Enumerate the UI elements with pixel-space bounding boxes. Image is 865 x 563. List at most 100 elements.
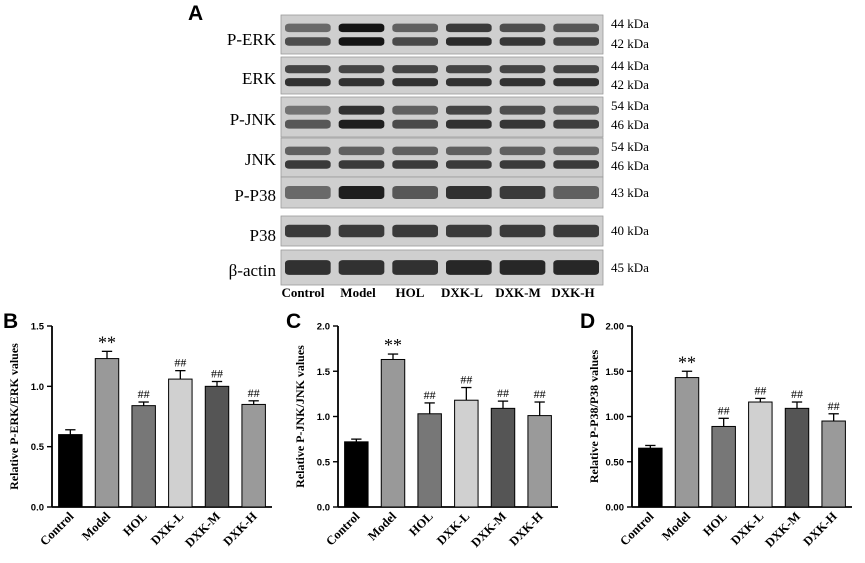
bar-dxk-m — [490, 407, 516, 508]
blot-band — [499, 160, 546, 169]
significance-dxk-m: ## — [211, 367, 223, 381]
category-label-dxk-l: DXK-L — [148, 509, 186, 547]
category-label-hol: HOL — [700, 509, 730, 539]
blot-band — [446, 65, 492, 74]
kda-label: 42 kDa — [611, 77, 649, 92]
blot-band — [285, 260, 331, 275]
bar-dxk-l — [748, 401, 773, 508]
category-label-dxk-h: DXK-H — [800, 509, 840, 549]
blot-band — [499, 105, 546, 115]
error-bar-hol — [138, 401, 149, 406]
blot-band — [285, 65, 331, 74]
blot-band — [285, 185, 331, 200]
blot-band — [338, 160, 385, 169]
blot-band — [553, 146, 599, 156]
blot-band — [553, 105, 599, 115]
blot-row-p-jnk: P-JNK 54 kDa 46 kDa — [230, 96, 649, 138]
blot-band — [392, 146, 438, 156]
y-axis-title: Relative P-P38/P38 values — [587, 350, 601, 484]
y-axis-title: Relative P-JNK/JNK values — [293, 345, 307, 488]
kda-label: 54 kDa — [611, 98, 649, 113]
category-label-model: Model — [659, 509, 693, 543]
blot-band — [285, 23, 331, 33]
category-label-control: Control — [37, 509, 77, 549]
blot-band — [499, 65, 546, 74]
y-tick-label: 1.00 — [606, 412, 625, 423]
significance-dxk-h: ## — [248, 386, 260, 400]
y-axis-title: Relative P-ERK/ERK values — [7, 343, 21, 490]
y-tick-label: 0.5 — [31, 442, 45, 453]
error-bar-control — [65, 429, 76, 435]
bar-hol — [417, 413, 442, 508]
error-bar-model — [101, 350, 113, 359]
category-label-dxk-m: DXK-M — [762, 509, 803, 550]
bar-control — [58, 434, 83, 508]
y-tick-label: 1.0 — [317, 412, 330, 423]
blot-membrane — [280, 215, 604, 247]
blot-membrane — [280, 137, 604, 178]
blot-band — [392, 105, 438, 115]
western-blot-panel: A P-ERK 44 kDa 42 kDa ERK 44 kDa 42 kDa P-JNK 54… — [188, 2, 649, 300]
blot-band — [499, 119, 546, 129]
blot-membrane — [280, 249, 604, 286]
blot-label-jnk: JNK — [245, 150, 277, 169]
blot-membrane — [280, 96, 604, 138]
blot-band — [338, 260, 385, 275]
blot-band — [338, 224, 385, 238]
blot-band — [392, 119, 438, 129]
category-label-hol: HOL — [120, 509, 150, 539]
significance-dxk-l: ## — [754, 383, 766, 397]
blot-label-p38: P38 — [250, 226, 276, 245]
blot-band — [553, 23, 599, 33]
blot-band — [446, 105, 492, 115]
y-tick-label: 1.5 — [31, 322, 45, 333]
blot-band — [446, 160, 492, 169]
bar-dxk-m — [204, 385, 230, 508]
panel-letter-b: B — [3, 310, 18, 333]
blot-row-p38: P38 40 kDa — [250, 215, 649, 247]
blot-band — [553, 37, 599, 46]
blot-band — [499, 23, 546, 33]
blot-band — [338, 119, 385, 129]
lane-label-dxk-h: DXK-H — [551, 285, 594, 300]
significance-dxk-h: ## — [534, 387, 546, 401]
blot-label-actin: β-actin — [229, 261, 277, 280]
blot-band — [285, 105, 331, 115]
blot-band — [338, 185, 385, 200]
y-tick-label: 1.0 — [31, 382, 44, 393]
significance-hol: ## — [718, 403, 730, 417]
blot-band — [553, 160, 599, 169]
error-bar-dxk-h — [248, 400, 259, 405]
blot-band — [446, 224, 492, 238]
kda-label: 54 kDa — [611, 139, 649, 154]
y-tick-label: 1.50 — [606, 367, 625, 378]
category-label-hol: HOL — [406, 509, 436, 539]
blot-band — [392, 23, 438, 33]
error-bar-dxk-l — [755, 397, 766, 403]
blot-band — [338, 37, 385, 46]
significance-dxk-m: ## — [791, 387, 803, 401]
kda-label: 44 kDa — [611, 16, 649, 31]
bar-chart-p-erk: B 0.0 0.5 1.0 1.5 Relative P-ERK/ERK values Co… — [3, 310, 272, 550]
category-label-dxk-h: DXK-H — [506, 509, 546, 549]
blot-band — [338, 78, 385, 87]
y-tick-label: 0.0 — [317, 503, 330, 514]
blot-band — [338, 65, 385, 74]
error-bar-dxk-l — [461, 386, 472, 401]
blot-band — [446, 260, 492, 275]
blot-band — [392, 160, 438, 169]
significance-model: ** — [678, 352, 696, 372]
error-bar-dxk-m — [497, 400, 509, 409]
bar-dxk-h — [527, 415, 552, 508]
blot-band — [285, 160, 331, 169]
kda-label: 42 kDa — [611, 36, 649, 51]
category-label-control: Control — [617, 509, 657, 549]
blot-band — [446, 78, 492, 87]
blot-label-erk: ERK — [242, 69, 277, 88]
bar-chart-p-jnk: C 0.0 0.5 1.0 1.5 2.0 Relative P-JNK/JNK value… — [286, 310, 558, 550]
error-bar-dxk-m — [791, 401, 803, 409]
blot-band — [446, 119, 492, 129]
y-tick-label: 2.0 — [317, 322, 330, 333]
bar-dxk-l — [454, 399, 479, 508]
